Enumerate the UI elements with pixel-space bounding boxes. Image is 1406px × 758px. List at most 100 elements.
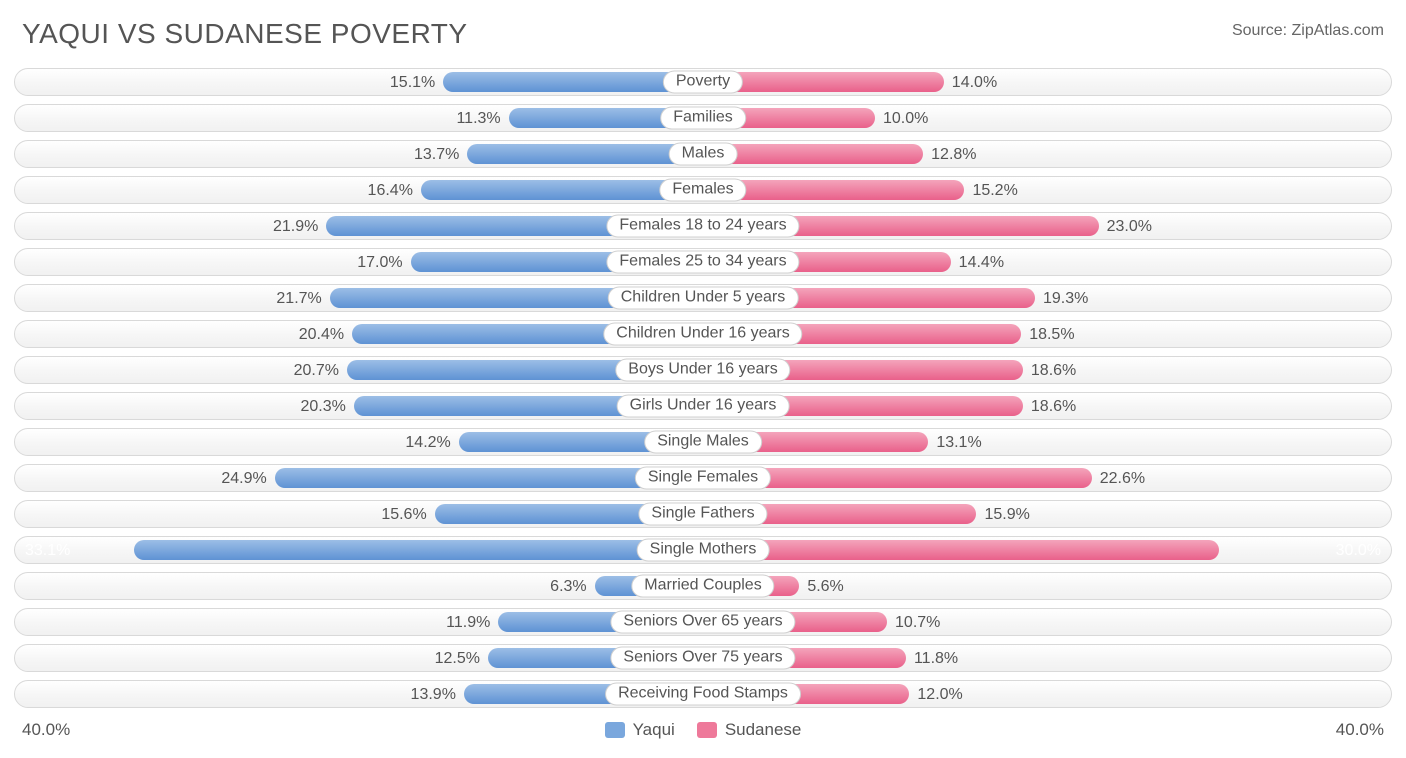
row-left-half: 24.9% [15, 465, 703, 491]
category-label: Single Mothers [637, 539, 770, 562]
axis-max-left: 40.0% [22, 720, 70, 740]
value-right: 30.0% [1336, 537, 1381, 563]
category-label: Boys Under 16 years [615, 359, 790, 382]
row-left-half: 12.5% [15, 645, 703, 671]
row-right-half: 11.8% [703, 645, 1391, 671]
value-right: 11.8% [906, 645, 958, 671]
row-right-half: 15.2% [703, 177, 1391, 203]
row-right-half: 5.6% [703, 573, 1391, 599]
category-label: Seniors Over 75 years [610, 647, 795, 670]
value-right: 12.8% [923, 141, 976, 167]
legend-label-right: Sudanese [725, 720, 802, 740]
legend-swatch-right [697, 722, 717, 738]
value-left: 20.4% [299, 321, 352, 347]
row-right-half: 22.6% [703, 465, 1391, 491]
value-right: 23.0% [1099, 213, 1152, 239]
chart-row: 21.7% 19.3%Children Under 5 years [14, 284, 1392, 312]
value-right: 18.6% [1023, 357, 1076, 383]
row-left-half: 15.1% [15, 69, 703, 95]
row-left-half: 20.4% [15, 321, 703, 347]
row-right-half: 23.0% [703, 213, 1391, 239]
row-left-half: 11.3% [15, 105, 703, 131]
value-right: 14.0% [944, 69, 997, 95]
legend-label-left: Yaqui [633, 720, 675, 740]
category-label: Males [669, 143, 738, 166]
category-label: Single Males [644, 431, 762, 454]
source-name: ZipAtlas.com [1292, 22, 1384, 39]
value-left: 11.3% [456, 105, 508, 131]
chart-row: 20.4% 18.5%Children Under 16 years [14, 320, 1392, 348]
chart-row: 11.9%10.7%Seniors Over 65 years [14, 608, 1392, 636]
row-left-half: 33.1% [15, 537, 703, 563]
legend: Yaqui Sudanese [605, 720, 802, 740]
value-left: 21.9% [273, 213, 326, 239]
chart-row: 15.1% 14.0% Poverty [14, 68, 1392, 96]
chart-footer: 40.0% Yaqui Sudanese 40.0% [14, 716, 1392, 740]
category-label: Females 18 to 24 years [606, 215, 799, 238]
value-left: 14.2% [405, 429, 458, 455]
value-right: 15.9% [976, 501, 1029, 527]
row-right-half: 15.9% [703, 501, 1391, 527]
bar-left [467, 144, 703, 164]
value-right: 22.6% [1092, 465, 1145, 491]
chart-row: 20.3% 18.6% Girls Under 16 years [14, 392, 1392, 420]
legend-item-left: Yaqui [605, 720, 675, 740]
value-right: 10.7% [887, 609, 940, 635]
legend-item-right: Sudanese [697, 720, 802, 740]
value-right: 14.4% [951, 249, 1004, 275]
value-left: 13.9% [411, 681, 464, 707]
category-label: Single Fathers [638, 503, 767, 526]
category-label: Poverty [663, 71, 743, 94]
chart-row: 11.3%10.0%Families [14, 104, 1392, 132]
bar-right [703, 540, 1219, 560]
value-left: 33.1% [25, 537, 70, 563]
chart-row: 12.5% 11.8% Seniors Over 75 years [14, 644, 1392, 672]
category-label: Single Females [635, 467, 771, 490]
row-left-half: 17.0% [15, 249, 703, 275]
row-left-half: 14.2% [15, 429, 703, 455]
value-left: 15.1% [390, 69, 443, 95]
chart-row: 14.2% 13.1% Single Males [14, 428, 1392, 456]
row-right-half: 30.0% [703, 537, 1391, 563]
category-label: Females 25 to 34 years [606, 251, 799, 274]
row-left-half: 11.9% [15, 609, 703, 635]
row-right-half: 10.7% [703, 609, 1391, 635]
value-right: 10.0% [875, 105, 928, 131]
chart-rows: 15.1%14.0%Poverty11.3%10.0%Families13.7%… [14, 68, 1392, 708]
chart-row: 6.3%5.6%Married Couples [14, 572, 1392, 600]
value-right: 13.1% [928, 429, 981, 455]
row-left-half: 21.7% [15, 285, 703, 311]
value-left: 20.3% [300, 393, 353, 419]
row-left-half: 13.7% [15, 141, 703, 167]
row-right-half: 13.1% [703, 429, 1391, 455]
row-left-half: 16.4% [15, 177, 703, 203]
value-left: 6.3% [550, 573, 594, 599]
row-right-half: 19.3% [703, 285, 1391, 311]
category-label: Children Under 16 years [603, 323, 802, 346]
chart-row: 13.9%12.0%Receiving Food Stamps [14, 680, 1392, 708]
row-left-half: 20.7% [15, 357, 703, 383]
row-right-half: 14.0% [703, 69, 1391, 95]
value-right: 18.6% [1023, 393, 1076, 419]
source-prefix: Source: [1232, 22, 1292, 39]
category-label: Receiving Food Stamps [605, 683, 801, 706]
chart-row: 21.9% 23.0% Females 18 to 24 years [14, 212, 1392, 240]
row-left-half: 21.9% [15, 213, 703, 239]
value-left: 15.6% [381, 501, 434, 527]
value-left: 11.9% [446, 609, 498, 635]
legend-swatch-left [605, 722, 625, 738]
axis-max-right: 40.0% [1336, 720, 1384, 740]
category-label: Girls Under 16 years [617, 395, 790, 418]
row-left-half: 20.3% [15, 393, 703, 419]
value-right: 15.2% [964, 177, 1017, 203]
value-left: 12.5% [435, 645, 488, 671]
bar-left [134, 540, 703, 560]
category-label: Females [659, 179, 746, 202]
value-left: 24.9% [221, 465, 274, 491]
value-left: 13.7% [414, 141, 467, 167]
value-left: 21.7% [276, 285, 329, 311]
chart-row: 13.7% 12.8% Males [14, 140, 1392, 168]
row-right-half: 18.5% [703, 321, 1391, 347]
chart-title: YAQUI VS SUDANESE POVERTY [22, 18, 468, 50]
category-label: Children Under 5 years [608, 287, 799, 310]
